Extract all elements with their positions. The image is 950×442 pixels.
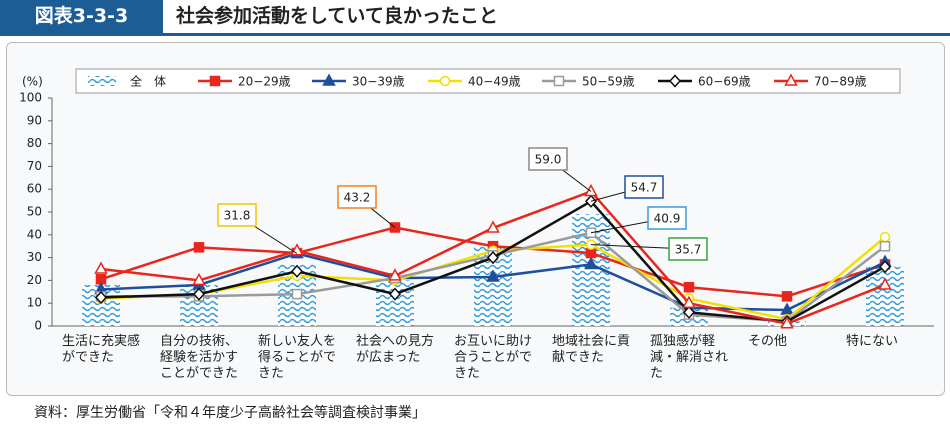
marker — [668, 74, 682, 88]
callout-label: 31.8 — [224, 209, 251, 223]
marker — [585, 247, 597, 259]
legend-swatch — [88, 76, 116, 86]
x-tick-label: 社会への見方が広まった — [356, 334, 435, 365]
marker — [322, 73, 336, 86]
x-tick-label: 生活に充実感ができた — [62, 334, 141, 365]
marker — [192, 287, 206, 301]
marker — [388, 268, 402, 281]
marker — [584, 183, 598, 197]
marker — [879, 240, 891, 252]
callout-label: 40.9 — [654, 212, 681, 226]
marker — [553, 75, 565, 87]
x-tick-label: 孤独感が軽減・解消された — [650, 334, 729, 381]
marker — [878, 277, 892, 290]
marker — [682, 295, 696, 308]
x-tick-label: お互いに助け合うことができた — [454, 334, 533, 381]
legend-label: 70−89歳 — [814, 75, 867, 89]
y-tick-label: 70 — [27, 159, 42, 173]
marker — [388, 287, 402, 301]
figure-label: 図表3-3-3 — [0, 0, 163, 33]
legend-label: 30−39歳 — [352, 75, 405, 89]
callout-box — [217, 203, 257, 227]
marker — [94, 261, 108, 274]
y-tick-label: 50 — [27, 205, 42, 219]
callout-label: 59.0 — [535, 153, 562, 167]
marker — [209, 75, 221, 87]
y-tick-label: 90 — [27, 113, 42, 127]
y-tick-label: 100 — [19, 91, 42, 105]
x-tick-label: 自分の技術、経験を活かすことができた — [160, 334, 239, 381]
marker — [193, 242, 205, 253]
marker — [439, 75, 451, 87]
marker — [486, 220, 500, 233]
marker — [94, 290, 108, 305]
source: 資料：厚生労働省「令和４年度少子高齢社会等調査検討事業」 — [34, 405, 426, 421]
chart-frame — [6, 42, 945, 396]
legend-label: 50−59歳 — [582, 75, 635, 89]
header: 図表3-3-3 社会参加活動をしていて良かったこと — [0, 0, 950, 36]
marker — [584, 256, 598, 270]
y-tick-label: 20 — [27, 273, 42, 287]
callout-label: 43.2 — [344, 191, 371, 205]
x-tick-label: 特にない — [846, 334, 899, 349]
marker — [780, 316, 794, 329]
marker — [784, 73, 798, 86]
marker — [290, 264, 304, 278]
marker — [486, 250, 500, 265]
bar — [866, 266, 904, 326]
y-tick-label: 80 — [27, 136, 42, 150]
y-tick-label: 0 — [34, 319, 42, 333]
legend-label: 40−49歳 — [468, 75, 521, 89]
figure-title: 社会参加活動をしていて良かったこと — [176, 5, 498, 27]
marker — [781, 291, 793, 302]
callout-label: 35.7 — [675, 243, 702, 257]
bar — [376, 280, 414, 326]
marker — [683, 281, 695, 293]
marker — [486, 269, 500, 282]
marker — [878, 260, 892, 274]
x-tick-label: 地域社会に貢献できた — [552, 334, 631, 365]
y-tick-label: 40 — [27, 227, 42, 241]
y-tick-label: 60 — [27, 182, 42, 196]
callout-box — [668, 237, 708, 261]
x-tick-label: 新しい友人を得ることができた — [258, 334, 337, 381]
legend-label: 60−69歳 — [698, 75, 751, 89]
callout-box — [337, 185, 377, 209]
callout-box — [528, 147, 568, 171]
marker — [192, 272, 206, 286]
legend-label: 20−29歳 — [238, 75, 291, 89]
marker — [291, 288, 303, 300]
callout-box — [624, 175, 664, 199]
x-tick-label: その他 — [748, 334, 788, 349]
callout-box — [647, 206, 687, 230]
marker — [879, 231, 891, 243]
legend-label: 全 体 — [130, 74, 166, 89]
marker — [682, 305, 696, 319]
y-unit: (%) — [22, 75, 43, 89]
y-tick-label: 10 — [27, 296, 42, 310]
callout-label: 54.7 — [631, 181, 658, 195]
y-tick-label: 30 — [27, 250, 42, 264]
